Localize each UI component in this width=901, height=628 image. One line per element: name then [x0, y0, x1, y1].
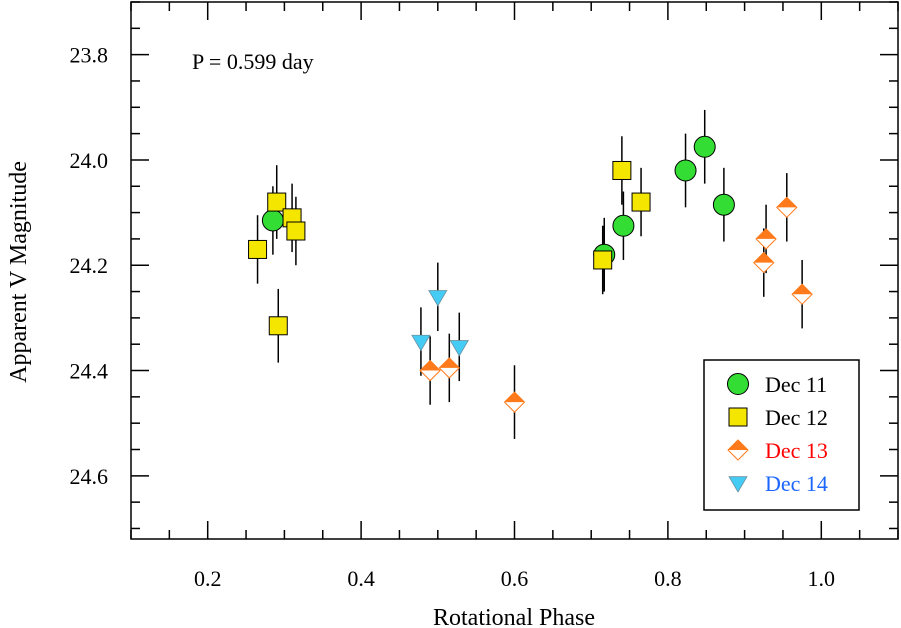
- data-point: [449, 340, 469, 357]
- y-tick-label: 24.0: [70, 148, 109, 173]
- legend-label: Dec 13: [765, 438, 828, 463]
- data-point: [267, 192, 287, 212]
- y-axis-title: Apparent V Magnitude: [6, 161, 32, 383]
- data-point: [593, 250, 613, 270]
- x-tick-label: 0.6: [501, 566, 529, 591]
- period-annotation: P = 0.599 day: [192, 49, 314, 74]
- legend-label: Dec 12: [765, 405, 828, 430]
- marker-upper-half: [756, 228, 777, 239]
- legend-marker: [728, 407, 748, 427]
- marker-upper-half: [753, 252, 774, 263]
- x-axis-title: Rotational Phase: [433, 605, 595, 628]
- marker-outline: [503, 391, 526, 413]
- data-point: [631, 192, 651, 212]
- data-point: [674, 159, 697, 182]
- legend-marker: [727, 373, 749, 395]
- marker-upper-half: [728, 440, 748, 450]
- data-point: [268, 316, 288, 336]
- data-point: [438, 357, 461, 379]
- marker-upper-half: [439, 357, 460, 368]
- marker-upper-half: [420, 360, 441, 371]
- y-tick-label: 24.6: [70, 464, 109, 489]
- marker-outline: [776, 196, 798, 219]
- data-point: [693, 135, 716, 158]
- y-tick-label: 24.4: [70, 359, 109, 384]
- data-point: [755, 228, 777, 250]
- x-tick-label: 0.8: [654, 566, 682, 591]
- data-point: [411, 334, 431, 352]
- data-point: [261, 209, 284, 232]
- legend-label: Dec 14: [765, 471, 828, 496]
- marker-upper-half: [776, 197, 797, 208]
- data-point: [503, 391, 526, 413]
- legend-marker: [727, 439, 749, 461]
- marker-outline: [755, 228, 777, 250]
- legend: Dec 11 Dec 12 Dec 13 Dec 14: [703, 359, 860, 511]
- marker-outline: [438, 357, 461, 379]
- x-tick-label: 0.4: [347, 566, 375, 591]
- y-tick-label: 23.8: [70, 43, 109, 68]
- marker-outline: [727, 439, 749, 461]
- data-point: [248, 239, 268, 259]
- data-point: [419, 359, 441, 382]
- marker-outline: [791, 283, 813, 305]
- marker-outline: [753, 251, 775, 274]
- x-tick-label: 0.2: [194, 566, 222, 591]
- data-point: [776, 196, 798, 219]
- marker-outline: [419, 359, 441, 382]
- y-tick-label: 24.2: [70, 253, 109, 278]
- axis-tick-labels: 0.2 0.4 0.6 0.8 1.0 23.8 24.0 24.2 24.4 24.6: [70, 43, 836, 591]
- data-point: [286, 221, 306, 241]
- data-point: [428, 290, 448, 307]
- data-points: [248, 109, 813, 439]
- axis-ticks: [130, 1, 899, 539]
- data-point: [791, 283, 813, 305]
- data-point: [753, 251, 775, 274]
- data-point: [712, 193, 735, 216]
- x-tick-label: 1.0: [808, 566, 836, 591]
- marker-upper-half: [504, 392, 525, 403]
- marker-upper-half: [792, 284, 813, 295]
- data-point: [612, 160, 632, 180]
- data-point: [612, 214, 635, 237]
- legend-label: Dec 11: [765, 372, 827, 397]
- legend-marker: [728, 476, 748, 493]
